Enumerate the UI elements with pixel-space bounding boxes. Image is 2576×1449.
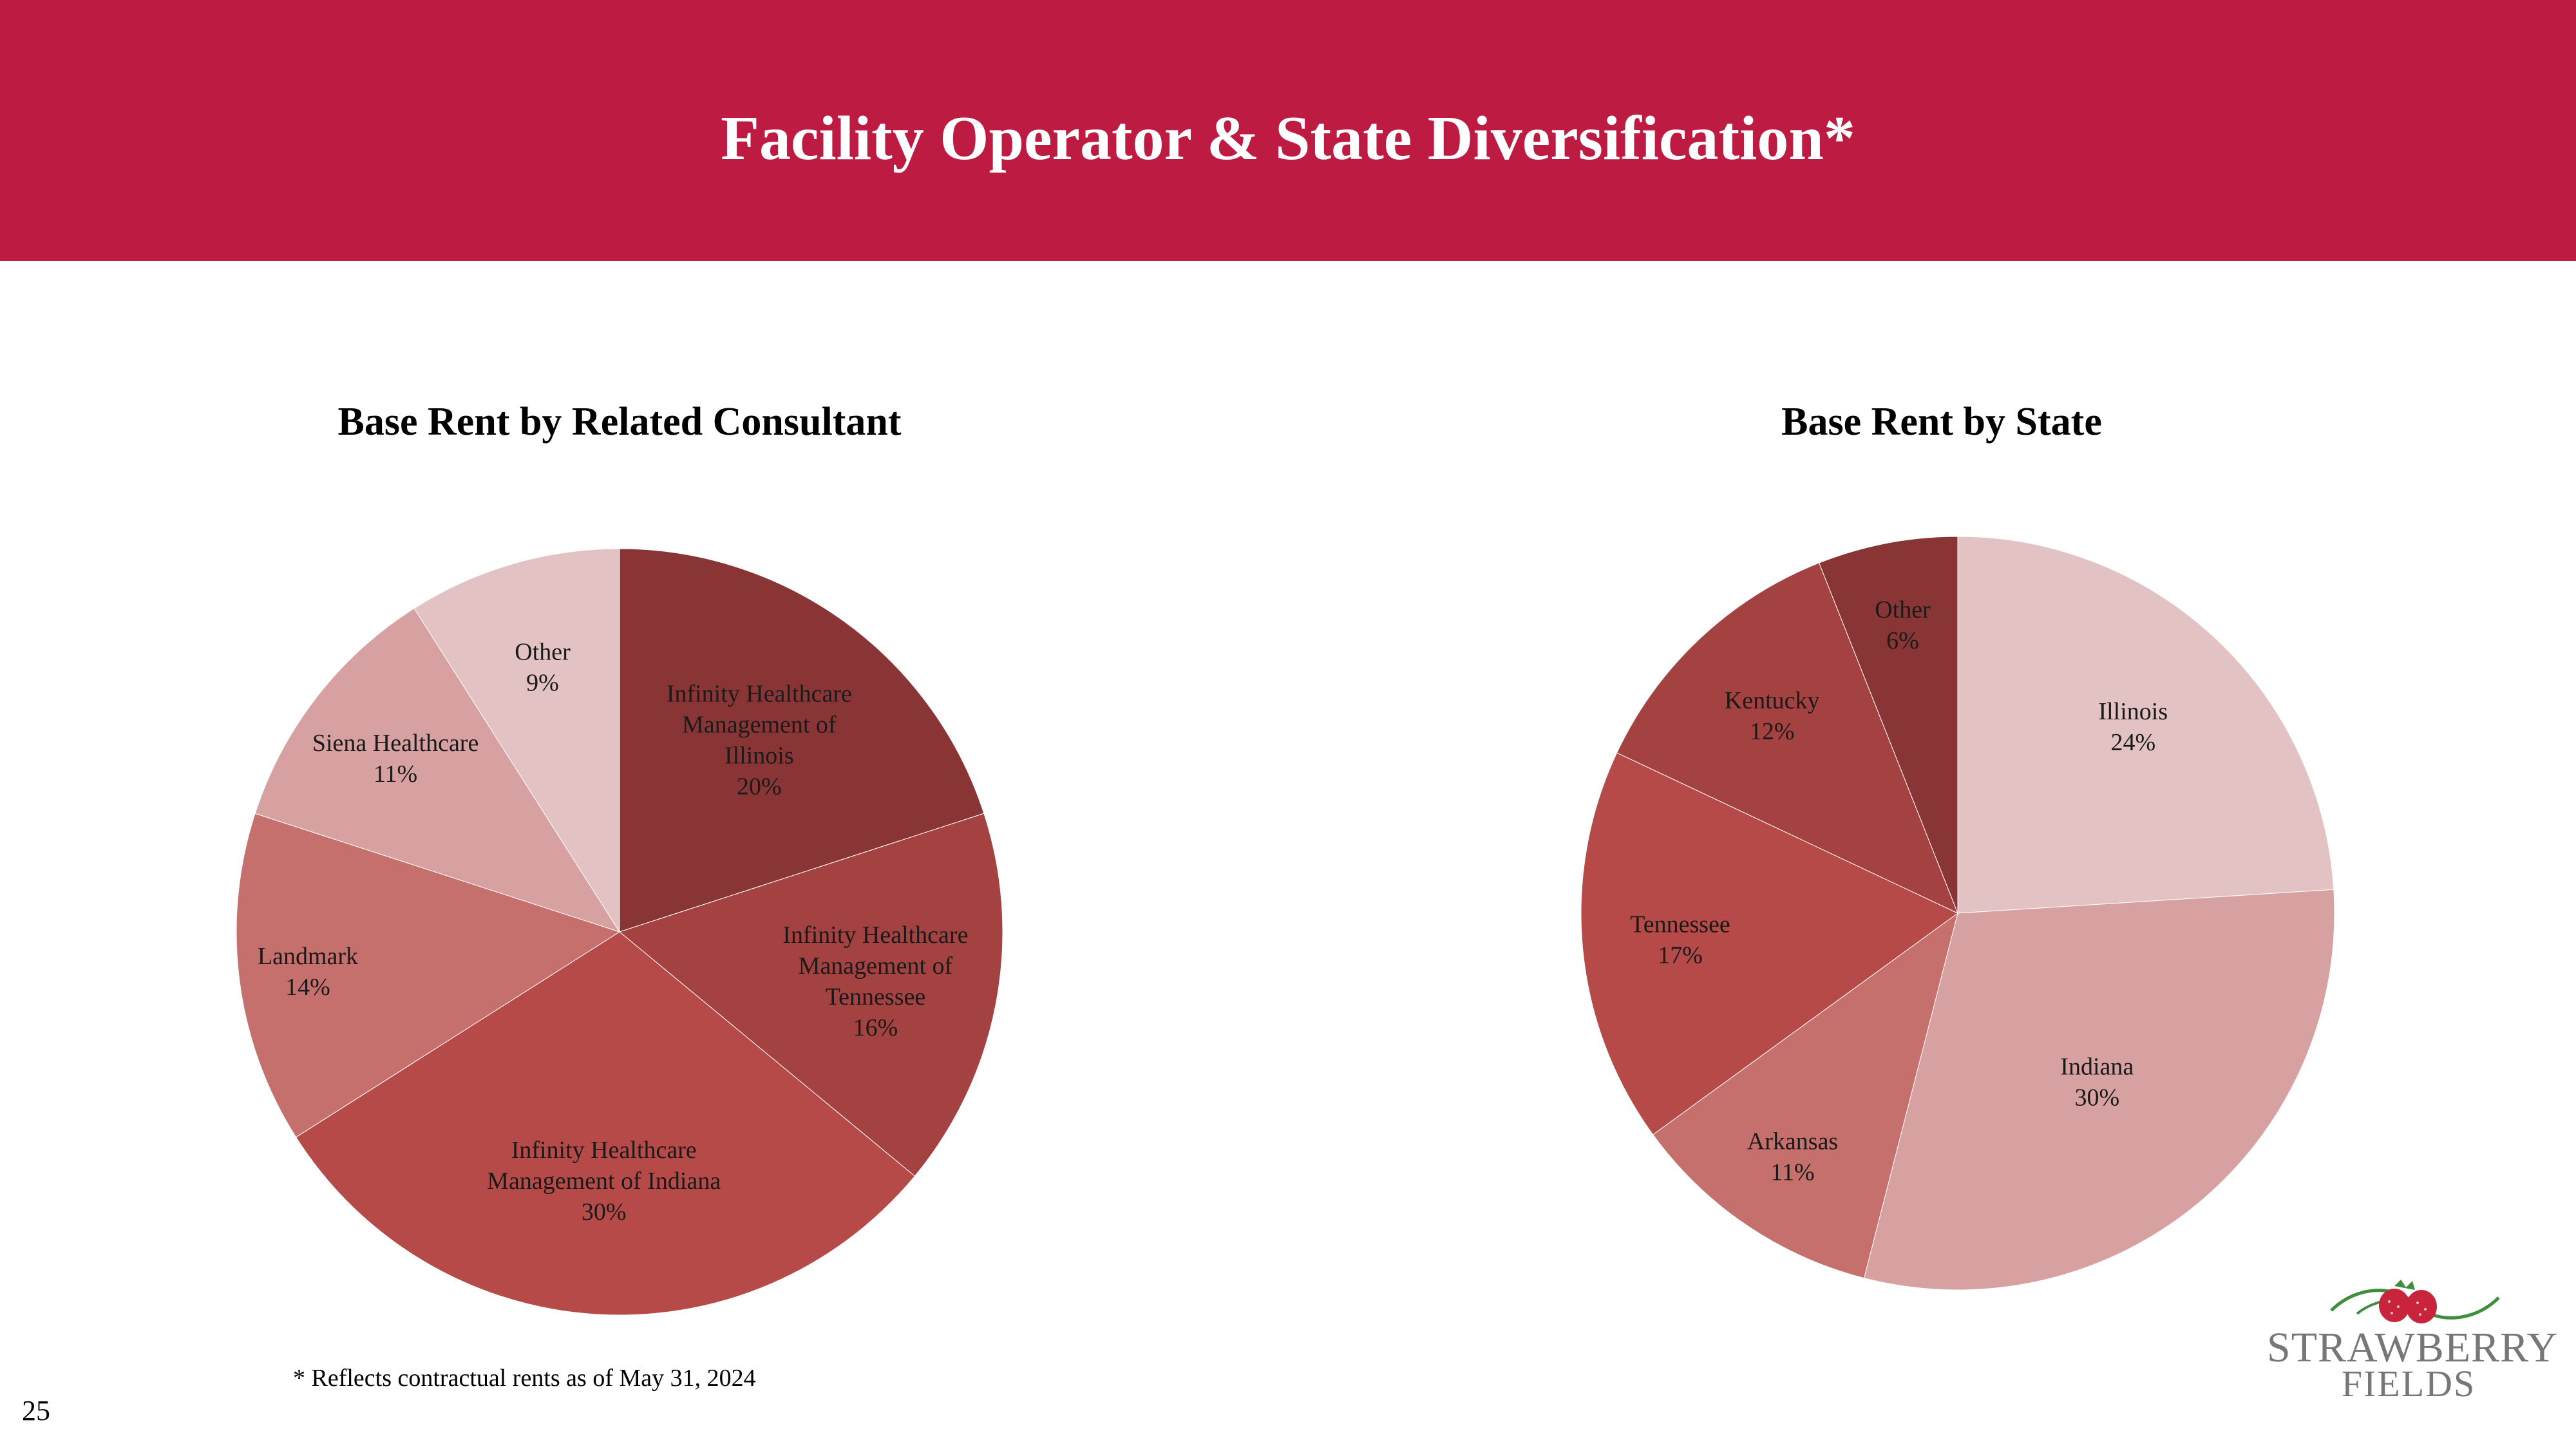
- slice-name: Illinois: [2098, 698, 2168, 725]
- pie-slice: [1819, 536, 1958, 914]
- slice-name: Siena Healthcare: [312, 730, 478, 757]
- pie-slice: [413, 548, 620, 933]
- slice-percent: 6%: [1886, 627, 1919, 654]
- pie-slice: [618, 813, 1003, 1177]
- pie-slice: [254, 607, 621, 933]
- slice-name: Illinois: [724, 743, 794, 770]
- pie-slice: [1863, 889, 2335, 1291]
- slice-name: Other: [1875, 596, 1931, 623]
- logo-text-line2: FIELDS: [2341, 1363, 2476, 1405]
- slice-percent: 11%: [1770, 1159, 1814, 1186]
- slice-name: Landmark: [258, 943, 358, 970]
- slice-name: Other: [515, 639, 571, 666]
- pie-slice: [1616, 562, 1958, 914]
- slice-percent: 17%: [1658, 942, 1703, 969]
- pie-slice: [619, 548, 985, 933]
- company-logo: STRAWBERRY FIELDS: [2267, 1278, 2559, 1407]
- slice-percent: 14%: [285, 974, 330, 1001]
- slice-label: Arkansas 11%: [1747, 1128, 1838, 1186]
- footnote: * Reflects contractual rents as of May 3…: [293, 1365, 756, 1392]
- slice-percent: 16%: [853, 1014, 898, 1041]
- slice-label: Landmark 14%: [258, 943, 358, 1001]
- slice-percent: 9%: [526, 670, 559, 697]
- slice-label: Illinois 24%: [2098, 698, 2168, 756]
- slice-name: Kentucky: [1725, 687, 1820, 714]
- slice-label: Kentucky 12%: [1725, 687, 1820, 745]
- slice-name: Tennessee: [826, 983, 926, 1010]
- slice-name: Infinity Healthcare: [667, 681, 852, 708]
- pie-slice: [236, 813, 621, 1138]
- slice-label: Infinity Healthcare Management of Indiana…: [487, 1137, 721, 1226]
- strawberry-icon: [2330, 1280, 2500, 1323]
- pie-slice: [295, 931, 916, 1316]
- slice-label: Indiana 30%: [2060, 1053, 2134, 1111]
- slice-name: Arkansas: [1747, 1128, 1838, 1155]
- slice-percent: 30%: [582, 1198, 627, 1226]
- slice-name: Infinity Healthcare: [782, 922, 968, 949]
- slice-name: Infinity Healthcare: [511, 1137, 697, 1164]
- chart-title-state: Base Rent by State: [1781, 400, 2102, 444]
- chart-title-consultant: Base Rent by Related Consultant: [337, 400, 902, 444]
- slice-name: Management of: [799, 952, 953, 980]
- pie-slice: [1957, 536, 2334, 914]
- pie-slice: [1653, 912, 1958, 1279]
- slice-label: Other 9%: [515, 639, 571, 697]
- slice-name: Tennessee: [1630, 911, 1730, 938]
- slice-label: Siena Healthcare 11%: [312, 730, 478, 788]
- slice-label: Infinity Healthcare Management of Illinois…: [667, 681, 852, 800]
- slice-percent: 24%: [2110, 729, 2155, 756]
- slice-name: Management of: [682, 712, 837, 739]
- slice-percent: 11%: [374, 761, 417, 788]
- pie-slice: [1580, 752, 1958, 1135]
- slice-name: Management of Indiana: [487, 1168, 721, 1195]
- slice-label: Infinity Healthcare Management of Tennesse…: [782, 922, 968, 1041]
- page-title: Facility Operator & State Diversificatio…: [721, 104, 1855, 173]
- logo-text-line1: STRAWBERRY: [2267, 1324, 2559, 1371]
- page-number: 25: [22, 1395, 50, 1426]
- slice-name: Indiana: [2060, 1053, 2134, 1080]
- header-bar: [0, 0, 2576, 261]
- slice-percent: 30%: [2074, 1084, 2119, 1111]
- slice-percent: 20%: [737, 773, 782, 800]
- slice-percent: 12%: [1750, 718, 1795, 745]
- slice-label: Tennessee 17%: [1630, 911, 1730, 969]
- slice-label: Other 6%: [1875, 596, 1931, 654]
